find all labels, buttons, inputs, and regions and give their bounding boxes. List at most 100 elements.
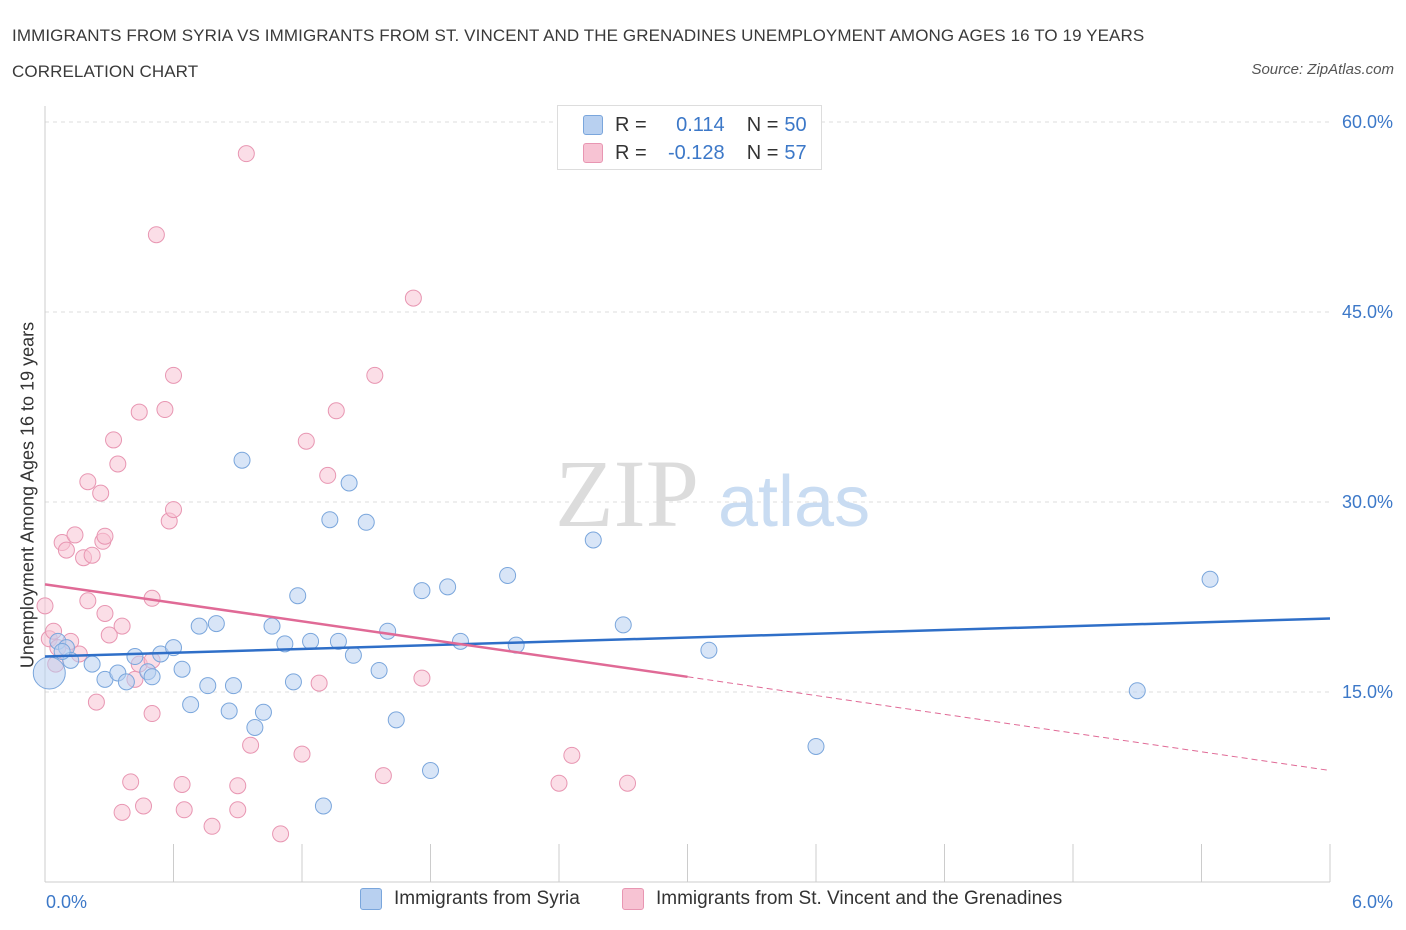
data-point-st-vincent [175, 801, 193, 819]
data-point-syria [329, 632, 347, 650]
data-point-syria [173, 660, 191, 678]
legend-n-label: N = [746, 141, 779, 164]
data-point-st-vincent [96, 527, 114, 545]
data-point-syria [143, 668, 161, 686]
data-point-st-vincent [229, 801, 247, 819]
axes [44, 106, 1331, 883]
data-point-st-vincent [130, 403, 148, 421]
watermark-zip: ZIP [555, 440, 699, 547]
legend-r-value: -0.128 [667, 141, 725, 164]
data-point-syria [584, 531, 602, 549]
data-point-syria [614, 616, 632, 634]
data-point-st-vincent [113, 617, 131, 635]
bottom-legend-label-st-vincent: Immigrants from St. Vincent and the Gren… [656, 888, 1063, 909]
legend-r-label: R = [615, 141, 647, 164]
tick-labels: 15.0% 30.0% 45.0% 60.0% 0.0% 6.0% [46, 112, 1393, 912]
data-point-st-vincent [36, 597, 54, 615]
bottom-legend-swatch-syria [360, 888, 382, 910]
data-point-syria [321, 511, 339, 529]
bottom-legend-swatch-st-vincent [622, 888, 644, 910]
data-point-syria [314, 797, 332, 815]
data-point-syria [1128, 682, 1146, 700]
data-point-st-vincent [66, 526, 84, 544]
legend-row-st-vincent: R = -0.128 N = 57 [583, 139, 807, 167]
legend-n-value: 50 [784, 113, 807, 136]
legend-n-label: N = [746, 113, 779, 136]
data-point-syria [220, 702, 238, 720]
data-point-st-vincent [242, 736, 260, 754]
data-point-st-vincent [122, 773, 140, 791]
data-point-syria [451, 632, 469, 650]
data-point-syria [807, 737, 825, 755]
data-point-st-vincent [100, 626, 118, 644]
data-point-syria [370, 661, 388, 679]
data-point-syria [254, 703, 272, 721]
data-point-st-vincent [165, 501, 182, 519]
data-point-st-vincent [237, 145, 255, 163]
data-point-syria [263, 617, 281, 635]
source-label: Source: ZipAtlas.com [1251, 61, 1394, 78]
trend-line-syria [44, 617, 1331, 658]
data-point-syria [387, 711, 405, 729]
legend-swatch-syria [583, 115, 603, 135]
data-point-st-vincent [310, 674, 328, 692]
legend-row-syria: R = 0.114 N = 50 [583, 111, 807, 139]
trend-line-st-vincent [44, 583, 688, 679]
data-point-syria [190, 617, 208, 635]
data-point-syria [199, 677, 217, 695]
data-point-syria [83, 655, 101, 673]
data-point-syria [422, 762, 439, 780]
legend-n-value: 57 [784, 141, 807, 164]
data-point-syria [182, 696, 200, 714]
data-point-st-vincent [366, 366, 384, 384]
data-point-syria [246, 718, 264, 736]
data-point-st-vincent [87, 693, 105, 711]
data-point-syria [276, 635, 294, 653]
data-point-st-vincent [293, 745, 311, 763]
data-point-syria [302, 632, 320, 650]
correlation-legend: R = 0.114 N = 50 R = -0.128 N = 57 [557, 105, 822, 170]
data-point-syria [700, 641, 718, 659]
data-point-syria [32, 656, 66, 690]
grid-lines [45, 121, 1330, 693]
data-point-st-vincent [105, 431, 123, 449]
bottom-legend-syria: Immigrants from Syria [360, 888, 580, 910]
data-point-st-vincent [563, 746, 581, 764]
bottom-legend-label-syria: Immigrants from Syria [394, 888, 580, 909]
data-point-syria [1201, 570, 1219, 588]
data-point-st-vincent [619, 774, 637, 792]
data-point-st-vincent [550, 774, 568, 792]
data-point-syria [499, 566, 517, 584]
x-tick-label: 0.0% [46, 892, 87, 912]
data-point-st-vincent [83, 546, 101, 564]
data-point-st-vincent [135, 797, 153, 815]
x-tick-label: 6.0% [1352, 892, 1393, 912]
data-point-syria [439, 578, 457, 596]
data-point-st-vincent [327, 402, 345, 420]
data-point-syria [207, 615, 225, 633]
data-point-st-vincent [147, 226, 165, 244]
data-point-syria [344, 646, 362, 664]
data-point-syria [357, 513, 375, 531]
trend-line-st-vincent-projection [687, 676, 1331, 772]
chart-title: IMMIGRANTS FROM SYRIA VS IMMIGRANTS FROM… [12, 26, 1145, 81]
data-point-st-vincent [79, 592, 97, 610]
data-point-st-vincent [79, 473, 97, 491]
data-point-st-vincent [229, 777, 247, 795]
data-point-syria [284, 673, 302, 691]
data-point-syria [117, 673, 135, 691]
data-point-st-vincent [272, 825, 290, 843]
data-point-syria [126, 648, 144, 666]
data-point-st-vincent [113, 803, 131, 821]
data-point-st-vincent [374, 767, 392, 785]
data-point-st-vincent [173, 775, 191, 793]
data-point-syria [413, 582, 431, 600]
data-point-st-vincent [92, 484, 110, 502]
y-tick-label: 30.0% [1342, 492, 1393, 512]
watermark-atlas: atlas [718, 462, 870, 542]
bottom-legend-st-vincent: Immigrants from St. Vincent and the Gren… [622, 888, 1062, 910]
watermark: ZIP atlas [555, 440, 870, 547]
data-point-st-vincent [297, 432, 315, 450]
data-point-st-vincent [404, 289, 422, 307]
